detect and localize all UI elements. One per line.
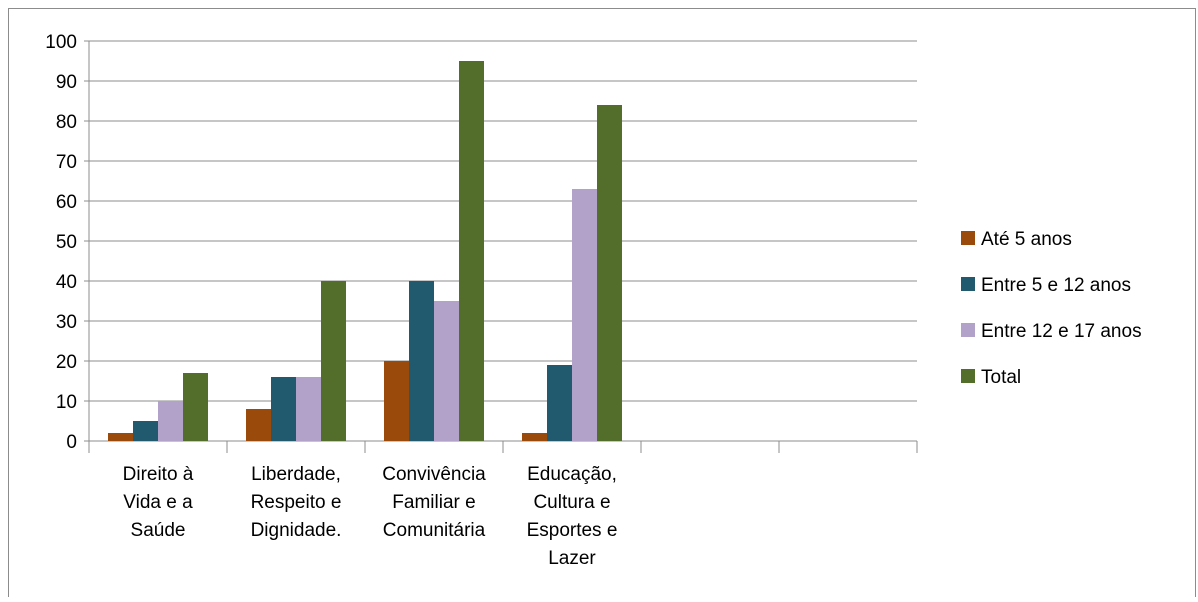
y-tick-label: 70 <box>56 152 77 173</box>
bar <box>409 281 434 441</box>
bar <box>133 421 158 441</box>
bar <box>597 105 622 441</box>
bar <box>459 61 484 441</box>
x-category-label: Educação, <box>527 464 617 485</box>
y-tick-label: 100 <box>45 32 77 53</box>
bar <box>434 301 459 441</box>
legend-swatch <box>961 369 975 383</box>
y-tick-label: 10 <box>56 392 77 413</box>
y-tick-label: 20 <box>56 352 77 373</box>
x-category-label: Lazer <box>548 548 596 569</box>
y-tick-label: 40 <box>56 272 77 293</box>
bar <box>108 433 133 441</box>
legend: Até 5 anos Entre 5 e 12 anos Entre 12 e 17… <box>961 229 1142 388</box>
bars <box>108 61 622 441</box>
x-category-label: Liberdade, <box>251 464 341 485</box>
axes <box>84 40 918 453</box>
legend-swatch <box>961 231 975 245</box>
bar <box>384 361 409 441</box>
legend-label: Total <box>981 367 1021 388</box>
bar <box>158 401 183 441</box>
y-tick-label: 80 <box>56 112 77 133</box>
bar <box>296 377 321 441</box>
y-tick-label: 60 <box>56 192 77 213</box>
y-tick-label: 90 <box>56 72 77 93</box>
y-tick-labels: 0 10 20 30 40 50 60 70 80 90 100 <box>45 32 77 453</box>
legend-swatch <box>961 323 975 337</box>
x-category-labels: Direito à Vida e a Saúde Liberdade, Respeito… <box>123 464 618 569</box>
legend-label: Entre 12 e 17 anos <box>981 321 1142 342</box>
gridlines <box>89 40 917 402</box>
x-category-label: Convivência <box>382 464 486 485</box>
x-category-label: Direito à <box>123 464 194 485</box>
x-category-label: Dignidade. <box>251 520 342 541</box>
y-tick-label: 50 <box>56 232 77 253</box>
x-category-label: Comunitária <box>383 520 486 541</box>
y-tick-label: 0 <box>66 432 77 453</box>
bar <box>547 365 572 441</box>
bar-chart: 0 10 20 30 40 50 60 70 80 90 100 Direito à Vida e a… <box>45 32 1142 569</box>
bar <box>246 409 271 441</box>
bar <box>522 433 547 441</box>
legend-label: Até 5 anos <box>981 229 1072 250</box>
legend-label: Entre 5 e 12 anos <box>981 275 1131 296</box>
x-category-label: Vida e a <box>123 492 193 513</box>
x-category-label: Respeito e <box>251 492 342 513</box>
x-category-label: Familiar e <box>392 492 475 513</box>
bar <box>321 281 346 441</box>
x-category-label: Esportes e <box>527 520 618 541</box>
x-category-label: Saúde <box>131 520 186 541</box>
bar <box>572 189 597 441</box>
legend-swatch <box>961 277 975 291</box>
chart-frame: 0 10 20 30 40 50 60 70 80 90 100 Direito à Vida e a… <box>8 8 1196 597</box>
bar <box>271 377 296 441</box>
x-category-label: Cultura e <box>533 492 610 513</box>
bar <box>183 373 208 441</box>
y-tick-label: 30 <box>56 312 77 333</box>
